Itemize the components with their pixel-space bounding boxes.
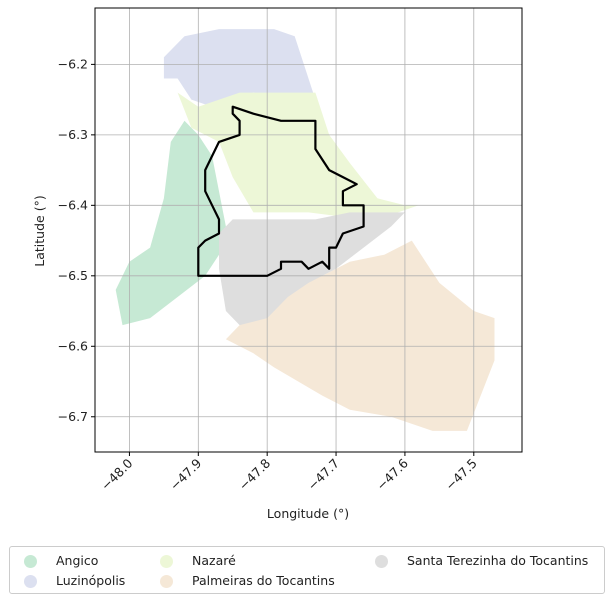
grid-layer (95, 8, 522, 452)
legend-swatch-icon (160, 555, 173, 568)
y-axis-label: Latitude (°) (32, 195, 47, 266)
legend-label: Palmeiras do Tocantins (192, 573, 335, 588)
region-luzinopolis (163, 29, 316, 107)
region-angico (115, 120, 226, 326)
legend-label: Santa Terezinha do Tocantins (407, 553, 589, 568)
x-axis-label: Longitude (°) (267, 506, 349, 521)
legend-swatch-icon (160, 575, 173, 588)
y-tick-label: −6.6 (58, 338, 88, 353)
x-tick-label: −47.9 (167, 455, 205, 493)
legend-swatch-icon (24, 575, 37, 588)
x-tick-label: −47.5 (442, 456, 480, 494)
axes-frame (94, 7, 523, 453)
outline-layer (197, 105, 365, 277)
region-nazare (177, 92, 419, 220)
x-tick-label: −47.6 (373, 455, 411, 493)
y-tick-label: −6.3 (58, 127, 88, 142)
x-tick-label: −48.0 (98, 455, 136, 493)
x-ticks: −48.0 −47.9 −47.8 −47.7 −47.6 −47.5 (98, 452, 480, 493)
x-tick-label: −47.7 (304, 456, 342, 494)
regions-layer (115, 29, 495, 431)
y-tick-label: −6.4 (58, 197, 88, 212)
legend-swatch-icon (24, 555, 37, 568)
legend-label: Nazaré (192, 553, 236, 568)
x-tick-label: −47.8 (236, 455, 274, 493)
y-tick-label: −6.2 (58, 56, 88, 71)
outline-boundary (197, 105, 365, 277)
y-tick-label: −6.7 (58, 409, 88, 424)
legend-label: Angico (56, 553, 99, 568)
y-tick-label: −6.5 (58, 268, 88, 283)
legend: Angico Luzinópolis Nazaré Palmeiras do T… (9, 546, 605, 594)
region-santa-terezinha-do-tocantins (219, 212, 405, 326)
y-ticks: −6.2 −6.3 −6.4 −6.5 −6.6 −6.7 (58, 56, 95, 424)
legend-label: Luzinópolis (56, 573, 126, 588)
legend-swatch-icon (375, 555, 388, 568)
